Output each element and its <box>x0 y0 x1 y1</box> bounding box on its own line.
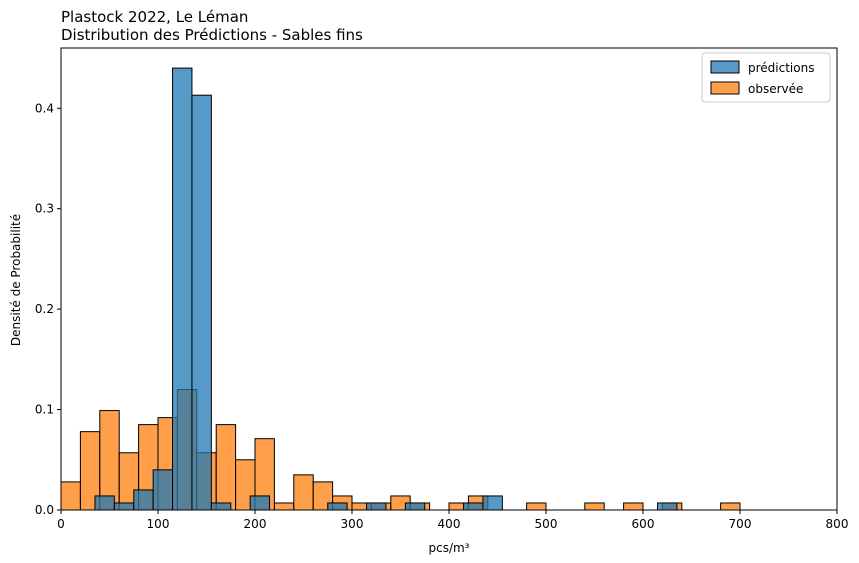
predictions-bar-13 <box>657 502 678 511</box>
chart-subtitle: Distribution des Prédictions - Sables fi… <box>61 26 363 44</box>
predictions-bar-8 <box>327 502 348 511</box>
predictions-bar-2 <box>133 489 154 511</box>
predictions-bar-12 <box>482 495 503 511</box>
predictions-bar-7 <box>249 495 271 511</box>
observed-bar-12 <box>293 474 314 511</box>
observed-bar-8 <box>215 424 237 511</box>
y-tick-label-0: 0.0 <box>35 503 54 517</box>
y-tick-label-4: 0.4 <box>35 101 54 115</box>
legend: prédictions observée <box>701 52 831 103</box>
x-tick-label-8: 800 <box>826 517 849 531</box>
x-tick-label-6: 600 <box>632 517 655 531</box>
predictions-bar-4 <box>172 67 193 511</box>
x-tick-label-1: 100 <box>147 517 170 531</box>
predictions-bar-10 <box>404 502 426 511</box>
legend-swatch-predictions <box>710 60 740 74</box>
predictions-series <box>94 67 678 511</box>
chart-title: Plastock 2022, Le Léman <box>61 8 248 26</box>
legend-label-observed: observée <box>748 82 803 96</box>
x-axis-label: pcs/m³ <box>428 541 469 555</box>
observed-bar-22 <box>584 502 605 511</box>
x-tick-label-3: 300 <box>341 517 364 531</box>
x-tick-label-7: 700 <box>729 517 752 531</box>
observed-bar-2 <box>99 410 120 511</box>
observed-bar-23 <box>623 502 644 511</box>
legend-swatch-observed <box>710 81 740 95</box>
y-tick-label-2: 0.2 <box>35 302 54 316</box>
predictions-bar-11 <box>463 502 484 511</box>
observed-bar-25 <box>720 502 741 511</box>
predictions-bar-9 <box>366 502 387 511</box>
predictions-bar-1 <box>113 502 135 511</box>
predictions-bar-5 <box>191 94 212 511</box>
predictions-bar-6 <box>210 502 232 511</box>
observed-bar-0 <box>60 481 81 511</box>
observed-bar-21 <box>526 502 547 511</box>
axes: 0 100 200 300 400 500 600 700 800 0.0 0.1 0.2 0.3 0.4 <box>35 47 849 531</box>
y-tick-label-3: 0.3 <box>35 202 54 216</box>
y-axis-label: Densité de Probabilité <box>9 214 23 346</box>
legend-label-predictions: prédictions <box>748 61 814 75</box>
y-tick-label-1: 0.1 <box>35 403 54 417</box>
x-tick-label-0: 0 <box>57 517 65 531</box>
predictions-bar-0 <box>94 495 115 511</box>
x-tick-label-4: 400 <box>438 517 461 531</box>
x-tick-label-2: 200 <box>244 517 267 531</box>
x-tick-label-5: 500 <box>535 517 558 531</box>
predictions-bar-3 <box>152 469 174 511</box>
observed-bar-11 <box>273 502 295 511</box>
